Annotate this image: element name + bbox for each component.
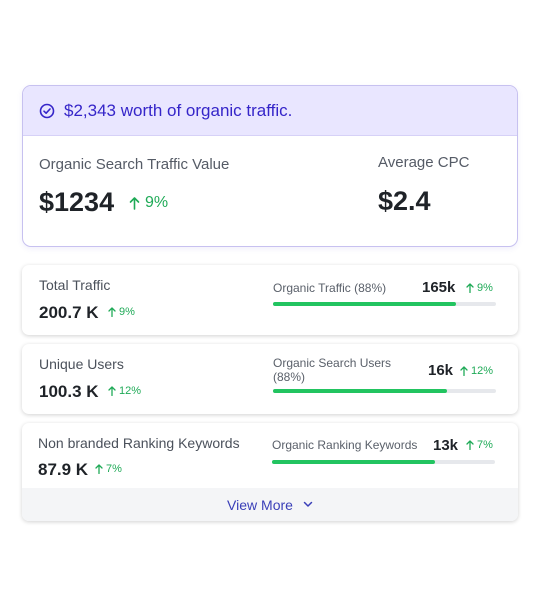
traffic-value-change: 9% (129, 194, 168, 212)
row-change-text: 7% (106, 463, 122, 475)
progress-fill (273, 389, 447, 393)
metric-row-unique-users: Unique Users 100.3 K 12% Organic Search … (22, 344, 518, 414)
metric-row-ranking-keywords: Non branded Ranking Keywords 87.9 K 7% O… (22, 423, 518, 521)
arrow-up-icon (460, 366, 468, 376)
metric-row-total-traffic: Total Traffic 200.7 K 9% Organic Traffic… (22, 265, 518, 335)
arrow-up-icon (466, 283, 474, 293)
row-label: Unique Users (39, 356, 124, 372)
arrow-up-icon (108, 307, 116, 317)
progress-track (273, 302, 496, 306)
metric-value: 16k (428, 362, 454, 379)
progress-fill (272, 460, 435, 464)
row-change: 7% (95, 463, 122, 475)
summary-headline: $2,343 worth of organic traffic. (64, 100, 293, 120)
traffic-summary-card: $2,343 worth of organic traffic. Organic… (22, 85, 518, 247)
metric-value: 13k (433, 437, 459, 454)
view-more-label: View More (227, 496, 293, 513)
view-more-button[interactable]: View More (22, 488, 518, 521)
check-circle-icon (39, 103, 55, 119)
traffic-value-label: Organic Search Traffic Value (39, 156, 230, 173)
row-change: 12% (108, 385, 141, 397)
row-change: 9% (108, 306, 135, 318)
metric-value: 165k (422, 279, 456, 296)
row-value: 200.7 K (39, 303, 99, 322)
traffic-value-change-text: 9% (145, 194, 169, 211)
row-label: Non branded Ranking Keywords (38, 435, 240, 451)
row-change-text: 9% (119, 306, 135, 318)
row-value: 100.3 K (39, 382, 99, 401)
metric-change-text: 12% (471, 365, 494, 377)
summary-header: $2,343 worth of organic traffic. (23, 86, 517, 136)
progress-fill (273, 302, 456, 306)
metric-change-text: 7% (477, 439, 493, 451)
progress-track (272, 460, 495, 464)
progress-track (273, 389, 496, 393)
row-value: 87.9 K (38, 460, 89, 479)
arrow-up-icon (466, 440, 474, 450)
metric-change: 7% (466, 439, 493, 451)
row-label: Total Traffic (39, 277, 111, 293)
chevron-down-icon (303, 501, 313, 507)
metric-change: 12% (460, 365, 493, 377)
row-change-text: 12% (119, 385, 142, 397)
metric-change: 9% (466, 282, 493, 294)
metric-label: Organic Traffic (88%) (273, 281, 387, 295)
cpc-label: Average CPC (378, 154, 470, 171)
metric-label: Organic Ranking Keywords (272, 438, 418, 452)
arrow-up-icon (129, 197, 140, 210)
metric-label: Organic Search Users (88%) (273, 356, 392, 384)
metric-change-text: 9% (477, 282, 493, 294)
arrow-up-icon (108, 386, 116, 396)
cpc-value: $2.4 (378, 186, 431, 216)
traffic-value-amount: $1234 (39, 187, 115, 217)
arrow-up-icon (95, 464, 103, 474)
